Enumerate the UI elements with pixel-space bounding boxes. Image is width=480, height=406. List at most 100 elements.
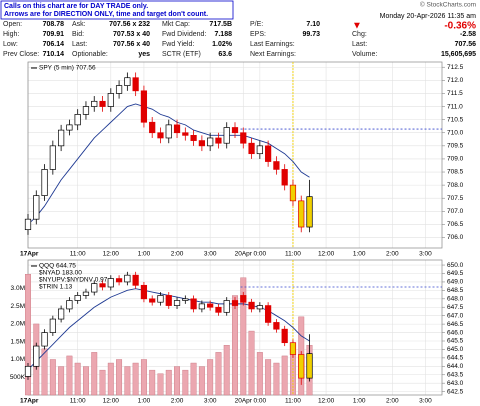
y-tick-label: 710.0 (447, 129, 464, 136)
quote-label: Volume: (352, 51, 377, 58)
quote-value: 7.188 (214, 31, 232, 38)
candle-body (198, 140, 205, 147)
volume-bar (265, 359, 272, 396)
volume-bar (116, 359, 123, 396)
candle-body (198, 303, 205, 310)
y-tick-label: 711.0 (447, 103, 463, 110)
quote-value: 708.78 (43, 21, 65, 28)
legend-entry: $NYAD 183.00 (39, 270, 82, 277)
y-tick-label: 646.5 (447, 321, 464, 328)
x-tick-label: 2:00 (386, 398, 399, 405)
volume-bar (149, 369, 156, 396)
candle-body (74, 114, 81, 126)
quote-label: Last Earnings: (250, 41, 295, 48)
x-tick-label: 12:00 (103, 398, 120, 405)
quote-value: 706.14 (43, 41, 65, 48)
volume-bar (273, 362, 280, 396)
candle-body (165, 295, 172, 306)
copyright: © StockCharts.com (420, 1, 476, 9)
x-tick-label: 1:00 (138, 251, 151, 258)
volume-tick-label: 2.5M (11, 303, 25, 310)
legend-entry: $TRIN 1.13 (39, 284, 73, 291)
quote-value: -2.58 (460, 31, 476, 38)
quote-value: 707.53 x 40 (113, 31, 150, 38)
quote-value: 63.6 (218, 51, 232, 58)
x-tick-label: 3:00 (419, 398, 432, 405)
volume-bar (215, 352, 222, 396)
note-line: Calls on this chart are for DAY TRADE on… (4, 3, 148, 10)
candle-body (49, 318, 56, 333)
volume-bar (58, 366, 65, 396)
quote-label: Optionable: (72, 51, 108, 58)
candle-body (273, 161, 280, 170)
candle-body (240, 132, 247, 144)
y-tick-label: 712.0 (447, 77, 464, 84)
candle-body (256, 305, 263, 310)
candle-body (215, 306, 222, 313)
candle-body (82, 106, 90, 115)
volume-tick-label: 2.0M (11, 321, 25, 328)
x-tick-label: 0:00 (254, 251, 267, 258)
x-tick-label: 17Apr (20, 251, 39, 258)
volume-bar (82, 366, 89, 396)
candle-body (265, 305, 272, 323)
x-tick-label: 17Apr (20, 398, 39, 405)
x-tick-label: 20Apr (235, 398, 253, 405)
volume-bar (74, 362, 81, 396)
quote-value: 710.14 (43, 51, 65, 58)
candle-body (24, 365, 32, 377)
candle-body (58, 308, 65, 320)
y-tick-label: 646.0 (447, 329, 464, 336)
volume-bar (182, 369, 189, 396)
candle-body (82, 291, 90, 296)
volume-bar (132, 362, 139, 396)
quote-value: 1.02% (212, 41, 233, 48)
legend-entry: SPY (5 min) 707.56 (39, 65, 96, 72)
volume-bar (240, 277, 247, 396)
volume-bar (99, 369, 106, 396)
x-tick-label: 3:00 (204, 251, 217, 258)
candle-body (306, 353, 313, 379)
candle-body (207, 137, 214, 147)
y-tick-label: 648.0 (447, 296, 464, 303)
candle-body (207, 303, 214, 308)
y-tick-label: 648.5 (447, 287, 464, 294)
quote-label: Chg: (352, 31, 367, 38)
x-tick-label: 20Apr (235, 251, 253, 258)
quote-value: yes (138, 51, 150, 58)
volume-bar (190, 362, 197, 396)
y-tick-label: 644.0 (447, 363, 464, 370)
candle-body (223, 300, 230, 313)
quote-label: Fwd Dividend: (162, 31, 206, 38)
change-arrow: ▼ (352, 21, 362, 32)
candle-body (182, 298, 189, 301)
x-tick-label: 11:00 (70, 251, 86, 258)
x-tick-label: 2:00 (171, 251, 184, 258)
quote-label: Last: (72, 41, 87, 48)
x-tick-label: 12:00 (103, 251, 120, 258)
x-tick-label: 3:00 (204, 398, 217, 405)
volume-bar (25, 274, 31, 396)
x-tick-label: 11:00 (285, 398, 301, 405)
y-tick-label: 643.0 (447, 380, 464, 387)
y-tick-label: 709.5 (447, 143, 464, 150)
candle-body (140, 90, 148, 123)
y-tick-label: 709.0 (447, 156, 464, 163)
volume-bar (140, 359, 147, 396)
quote-label: Fwd Yield: (162, 41, 194, 48)
candle-body (132, 77, 139, 92)
candle-body (149, 121, 156, 134)
candle-body (41, 169, 48, 196)
y-tick-label: 647.5 (447, 304, 464, 311)
y-tick-label: 649.0 (447, 279, 464, 286)
note-box (0, 0, 234, 20)
quote-label: Low: (3, 41, 18, 48)
candle-body (281, 328, 288, 344)
quote-label: Prev Close: (3, 51, 39, 58)
volume-bar (207, 359, 214, 396)
y-tick-label: 708.5 (447, 169, 464, 176)
y-tick-label: 706.0 (447, 234, 464, 241)
candle-body (66, 124, 73, 131)
candle-body (306, 196, 313, 228)
